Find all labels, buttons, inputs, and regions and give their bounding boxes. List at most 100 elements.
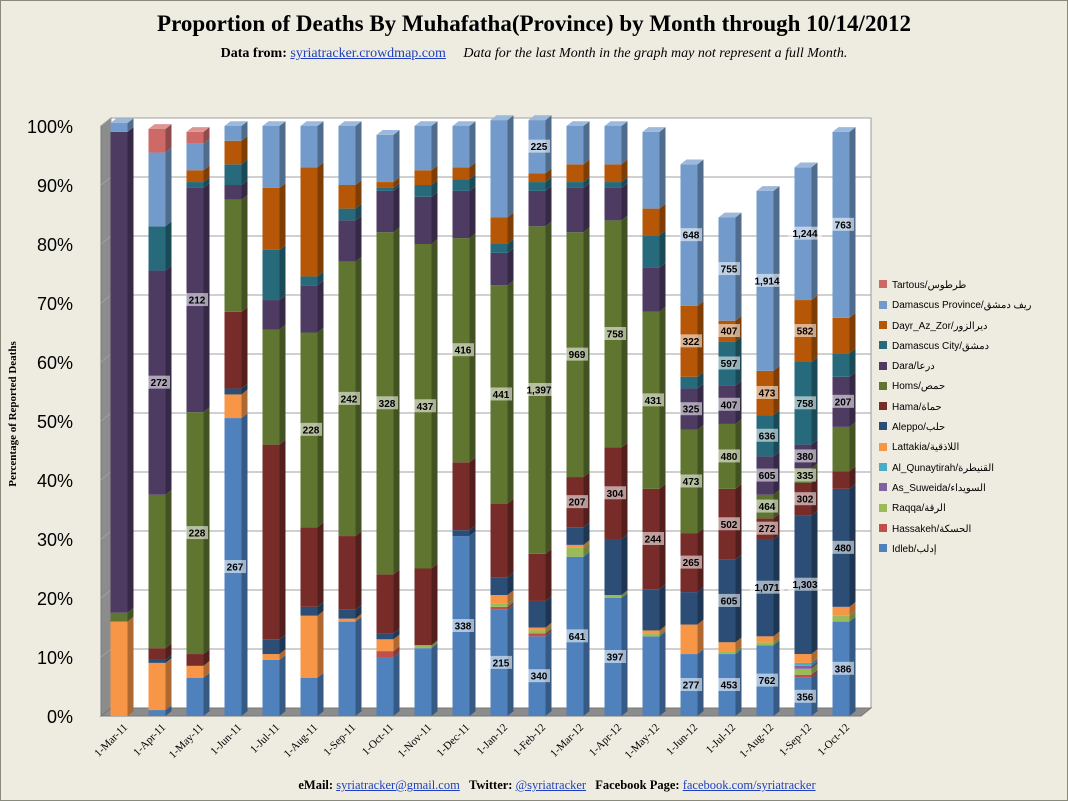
data-label: 340 xyxy=(528,669,550,683)
svg-text:1,071: 1,071 xyxy=(754,583,779,594)
svg-text:267: 267 xyxy=(227,563,244,574)
data-source-link[interactable]: syriatracker.crowdmap.com xyxy=(290,46,446,61)
bar-segment xyxy=(756,631,780,643)
twitter-link[interactable]: @syriatracker xyxy=(515,778,587,792)
svg-text:242: 242 xyxy=(341,394,358,405)
bar-segment xyxy=(718,637,742,652)
svg-text:1,914: 1,914 xyxy=(754,276,779,287)
data-label: 207 xyxy=(832,394,854,408)
x-tick-label: 1-Feb-12 xyxy=(511,722,548,759)
data-label: 582 xyxy=(794,324,816,338)
bar-segment xyxy=(148,124,172,153)
legend-label: As_Suweida/السويداء xyxy=(892,482,986,494)
svg-text:762: 762 xyxy=(759,676,776,687)
legend-item: Dayr_Az_Zor/ديرالزور xyxy=(879,317,1065,337)
legend-item: Hama/حماة xyxy=(879,398,1065,418)
svg-text:407: 407 xyxy=(721,400,738,411)
bar-segment xyxy=(642,230,666,268)
gridline-side xyxy=(100,648,112,658)
footer: eMail: syriatracker@gmail.com Twitter: @… xyxy=(1,778,1067,793)
x-tick-label: 1-Apr-11 xyxy=(131,722,168,759)
svg-text:212: 212 xyxy=(189,296,206,307)
bar-segment xyxy=(376,130,400,183)
data-label: 969 xyxy=(566,347,588,361)
x-tick-label: 1-Nov-11 xyxy=(396,722,434,760)
bar-segment xyxy=(680,619,704,655)
bar-segment xyxy=(376,569,400,634)
bar-segment xyxy=(414,563,438,646)
svg-text:480: 480 xyxy=(721,452,738,463)
svg-text:464: 464 xyxy=(759,502,776,513)
bar-segment xyxy=(642,628,666,637)
svg-text:338: 338 xyxy=(455,622,472,633)
y-tick-label: 70% xyxy=(37,294,73,314)
data-label: 272 xyxy=(148,375,170,389)
svg-text:244: 244 xyxy=(645,535,662,546)
data-label: 464 xyxy=(756,499,778,513)
bar-segment xyxy=(262,324,286,445)
email-link[interactable]: syriatracker@gmail.com xyxy=(336,778,460,792)
svg-text:228: 228 xyxy=(189,529,206,540)
svg-text:1,303: 1,303 xyxy=(792,580,817,591)
facebook-link[interactable]: facebook.com/syriatracker xyxy=(682,778,816,792)
legend-swatch xyxy=(879,280,887,289)
legend-swatch xyxy=(879,341,887,350)
bar-segment xyxy=(528,628,552,637)
data-note: Data for the last Month in the graph may… xyxy=(463,46,848,61)
bar-segment xyxy=(414,121,438,171)
bar-segment xyxy=(528,168,552,183)
bar-segment xyxy=(528,548,552,601)
bar-segment xyxy=(224,121,248,141)
legend-label: Aleppo/حلب xyxy=(892,422,946,434)
data-label: 228 xyxy=(300,422,322,436)
legend-label: Lattakia/اللاذقية xyxy=(892,442,960,454)
bar-segment xyxy=(566,159,590,183)
bar-segment xyxy=(338,203,362,221)
svg-text:228: 228 xyxy=(303,425,320,436)
data-label: 441 xyxy=(490,387,512,401)
bar-segment xyxy=(642,127,666,209)
x-tick-label: 1-Oct-11 xyxy=(360,722,396,758)
facebook-label: Facebook Page: xyxy=(595,778,680,792)
data-label: 502 xyxy=(718,517,740,531)
bar-1-Aug-11 xyxy=(300,121,324,716)
bar-segment xyxy=(300,121,324,168)
x-tick-label: 1-Aug-11 xyxy=(282,722,320,760)
bar-segment xyxy=(794,669,818,678)
bar-segment xyxy=(414,165,438,185)
data-label: 597 xyxy=(718,356,740,370)
y-tick-label: 40% xyxy=(37,471,73,491)
bar-segment xyxy=(680,371,704,389)
bar-segment xyxy=(224,389,248,419)
data-label: 244 xyxy=(642,532,664,546)
bar-segment xyxy=(376,634,400,652)
bar-segment xyxy=(300,162,324,277)
legend-swatch xyxy=(879,503,887,512)
bar-segment xyxy=(452,186,476,239)
bar-segment xyxy=(148,489,172,649)
legend-label: Damascus City/دمشق xyxy=(892,340,990,352)
bar-segment xyxy=(376,646,400,657)
bar-segment xyxy=(414,643,438,716)
bar-segment xyxy=(186,127,210,144)
legend-item: Aleppo/حلب xyxy=(879,418,1065,438)
x-tick-label: 1-Oct-12 xyxy=(816,722,853,759)
bar-segment xyxy=(300,271,324,286)
bar-segment xyxy=(452,525,476,537)
svg-text:304: 304 xyxy=(607,489,624,500)
y-tick-label: 10% xyxy=(37,648,73,668)
data-label: 636 xyxy=(756,428,778,442)
bar-segment xyxy=(224,194,248,312)
data-labels: 272 228 212 267 228 242 328 437 338 416 215 441 340 1… xyxy=(148,139,854,703)
bar-segment xyxy=(490,498,514,578)
svg-text:272: 272 xyxy=(759,524,776,535)
bar-segment xyxy=(566,540,590,548)
bar-segment xyxy=(376,177,400,188)
legend-label: Tartous/طرطوس xyxy=(892,280,967,291)
bar-segment xyxy=(338,215,362,262)
bar-segment xyxy=(262,439,286,640)
data-label: 242 xyxy=(338,391,360,405)
bar-1-Mar-11 xyxy=(110,118,134,716)
x-tick-label: 1-May-12 xyxy=(623,722,663,762)
